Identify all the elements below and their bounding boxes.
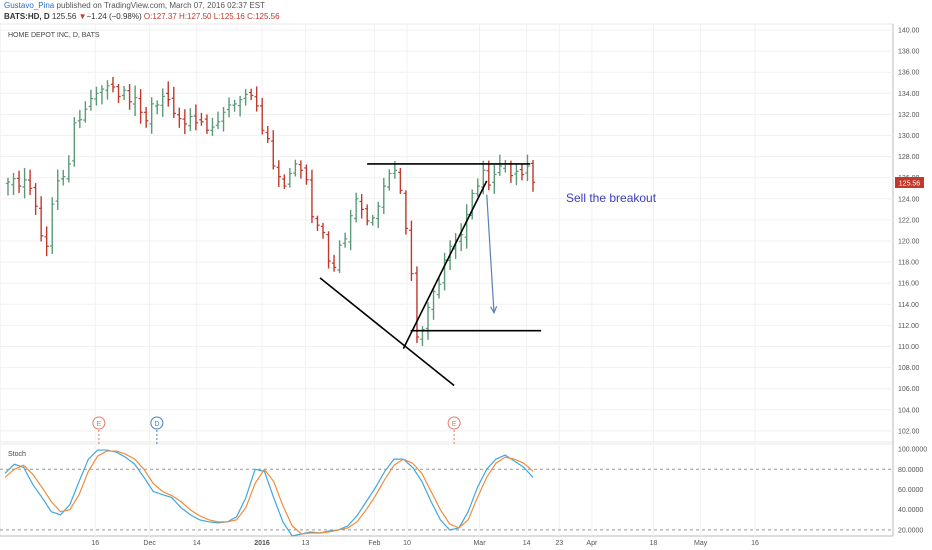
price-bars: [5, 76, 536, 347]
time-tick-label: Feb: [368, 540, 380, 547]
stoch-title: Stoch: [8, 451, 26, 458]
stoch-tick-label: 100.0000: [898, 447, 927, 454]
time-tick-label: Apr: [586, 540, 598, 547]
annotation-arrow: [486, 194, 495, 313]
price-tick-label: 108.00: [898, 365, 920, 372]
event-marker-circle: [150, 416, 164, 430]
time-tick-label: 13: [302, 540, 310, 547]
price-tick-label: 140.00: [898, 28, 920, 35]
change-arrow-icon: ▼: [78, 12, 87, 21]
stoch-series-line: [4, 449, 534, 537]
low-value: L:125.16: [213, 12, 245, 21]
instrument-title: HOME DEPOT INC, D, BATS: [8, 32, 100, 39]
stoch-tick-label: 60.0000: [898, 487, 923, 494]
high-value: H:127.50: [179, 12, 212, 21]
price-badge-bg: [895, 177, 924, 188]
price-tick-label: 136.00: [898, 70, 920, 77]
price-tick-label: 122.00: [898, 217, 920, 224]
price-tick-label: 114.00: [898, 302, 919, 309]
time-tick-label: 18: [650, 540, 658, 547]
time-tick-label: 16: [751, 540, 759, 547]
event-marker-circle: [92, 416, 106, 430]
trend-line-rising: [402, 180, 488, 349]
time-tick-label: Dec: [143, 540, 156, 547]
price-change: −1.24 (−0.98%): [86, 12, 142, 21]
stoch-tick-label: 80.0000: [898, 467, 923, 474]
stoch-tick-label: 40.0000: [898, 507, 923, 514]
time-tick-label: 16: [91, 540, 99, 547]
last-price: 125.56: [51, 12, 77, 21]
price-tick-label: 130.00: [898, 133, 920, 140]
time-tick-label: 2016: [254, 540, 270, 547]
symbol-label: BATS:HD, D: [4, 12, 50, 21]
time-tick-label: 14: [193, 540, 201, 547]
event-marker-label: E: [452, 421, 457, 428]
trend-drawings[interactable]: [319, 163, 542, 387]
price-tick-label: 124.00: [898, 196, 920, 203]
author-link[interactable]: Gustavo_Pina: [4, 1, 55, 10]
event-marker-label: D: [154, 421, 159, 428]
stoch-reference-lines: [0, 468, 893, 531]
price-tick-label: 112.00: [898, 323, 919, 330]
annotation-arrow-head: [490, 306, 498, 315]
symbol-info: BATS:HD, D 125.56 ▼−1.24 (−0.98%) O:127.…: [4, 12, 280, 22]
time-tick-label: 14: [523, 540, 531, 547]
time-tick-label: 23: [555, 540, 563, 547]
stoch-tick-label: 20.0000: [898, 527, 923, 534]
price-tick-label: 106.00: [898, 386, 920, 393]
trend-line-falling: [319, 277, 455, 387]
stoch-lines: [4, 449, 534, 537]
price-tick-label: 128.00: [898, 154, 920, 161]
time-tick-label: May: [694, 540, 708, 547]
time-tick-label: 10: [403, 540, 411, 547]
stoch-axis-labels: 100.0000 80.0000 60.0000 40.0000 20.0000: [898, 447, 927, 535]
price-badge: 125.56: [895, 177, 924, 188]
price-tick-label: 110.00: [898, 344, 919, 351]
price-tick-label: 132.00: [898, 112, 920, 119]
grid: [0, 24, 893, 536]
close-value: C:125.56: [247, 12, 280, 21]
event-marker-label: E: [97, 421, 102, 428]
annotation-text: Sell the breakout: [566, 191, 657, 205]
publish-info: Gustavo_Pina published on TradingView.co…: [4, 1, 265, 11]
price-tick-label: 120.00: [898, 239, 920, 246]
time-tick-label: Mar: [473, 540, 486, 547]
price-tick-label: 138.00: [898, 49, 920, 56]
event-marker-circle: [447, 416, 461, 430]
stoch-series-line: [4, 450, 534, 535]
price-tick-label: 104.00: [898, 407, 920, 414]
price-tick-label: 102.00: [898, 428, 920, 435]
open-value: O:127.37: [143, 12, 177, 21]
price-badge-text: 125.56: [899, 181, 921, 188]
stoch-pane[interactable]: [0, 443, 894, 537]
publish-text: published on TradingView.com, March 07, …: [56, 1, 265, 10]
price-axis-labels: 140.00 138.00 136.00 134.00 132.00 130.00 128.…: [898, 28, 920, 436]
price-tick-label: 116.00: [898, 281, 919, 288]
price-tick-label: 118.00: [898, 260, 919, 267]
price-tick-label: 134.00: [898, 91, 920, 98]
time-axis-labels: 16 Dec 14 2016 13 Feb 10 Mar 14 23 Apr 18 May 16: [91, 540, 759, 547]
